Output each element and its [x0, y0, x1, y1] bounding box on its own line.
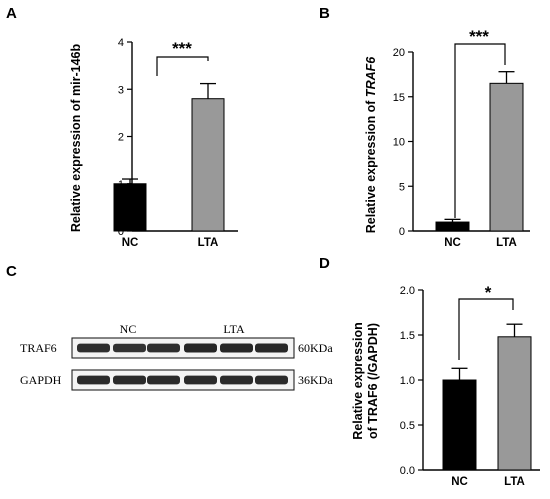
blot-group-label-lta: LTA	[223, 322, 245, 336]
category-label-nc: NC	[451, 476, 468, 488]
blot-band	[184, 375, 217, 385]
y-tick-label: 1.0	[400, 375, 415, 387]
y-axis-label: Relative expressionof TRAF6 (/GAPDH)	[351, 322, 380, 439]
blot-band	[77, 375, 110, 385]
blot-band	[147, 375, 180, 385]
significance-stars: ***	[469, 27, 489, 46]
blot-size-label-traf6: 60KDa	[298, 341, 333, 355]
blot-band	[77, 343, 110, 353]
y-tick-label: 15	[393, 92, 405, 104]
chart-panel-d: 0.0 0.5 1.0 1.5 2.0 NC LTA * Relative expression…	[351, 283, 540, 488]
y-tick-label: 2	[118, 132, 124, 144]
blot-band	[147, 343, 180, 353]
panel-letter-b: B	[319, 5, 330, 22]
blot-band	[255, 375, 288, 385]
y-tick-label: 4	[118, 37, 124, 49]
y-tick-label: 0	[399, 226, 405, 238]
blot-band	[113, 343, 146, 353]
y-tick-label: 0	[118, 226, 124, 238]
y-tick-label: 2.0	[400, 285, 415, 297]
y-tick-label: 10	[393, 137, 405, 149]
bar-lta	[191, 98, 225, 232]
significance-bracket	[458, 298, 514, 360]
blot-band	[184, 343, 217, 353]
chart-panel-b: 0 5 10 15 20 NC LTA *** Relative expression of T…	[364, 27, 530, 249]
bar-lta	[489, 82, 524, 232]
panel-letter-a: A	[6, 5, 17, 22]
blot-band	[255, 343, 288, 353]
y-axis-label: Relative expression of mir-146b	[69, 44, 83, 233]
blot-size-label-gapdh: 36KDa	[298, 373, 333, 387]
y-axis-label: Relative expression of TRAF6	[364, 56, 378, 233]
category-label-lta: LTA	[198, 237, 219, 249]
significance-bracket	[454, 43, 506, 218]
bar-nc	[435, 221, 470, 232]
y-tick-label: 1.5	[400, 330, 415, 342]
blot-strip-gapdh	[71, 369, 295, 391]
significance-stars: ***	[172, 39, 192, 58]
chart-panel-a: 01234NCLTA***Relative expression of mir-…	[69, 37, 238, 249]
y-tick-label: 3	[118, 84, 124, 96]
y-tick-label: 0.0	[400, 465, 415, 477]
blot-strip-traf6	[71, 337, 295, 359]
bar-nc	[113, 183, 147, 232]
category-label-nc: NC	[122, 237, 139, 249]
blot-band	[220, 375, 253, 385]
category-label-nc: NC	[444, 237, 461, 249]
significance-bracket	[156, 56, 209, 76]
bar-lta	[497, 336, 532, 471]
blot-group-label-nc: NC	[120, 322, 137, 336]
y-tick-label: 20	[393, 47, 405, 59]
y-tick-label: 5	[399, 181, 405, 193]
bar-nc	[442, 379, 477, 471]
blot-protein-label-traf6: TRAF6	[20, 341, 57, 355]
significance-stars: *	[485, 283, 492, 302]
panel-letter-d: D	[319, 255, 330, 272]
western-blot-panel-c: NC LTA TRAF6 60KDa GAPDH 36KDa	[20, 322, 333, 391]
blot-band	[113, 375, 146, 385]
panel-letter-c: C	[6, 263, 17, 280]
blot-protein-label-gapdh: GAPDH	[20, 373, 62, 387]
y-tick-label: 0.5	[400, 420, 415, 432]
category-label-lta: LTA	[496, 237, 517, 249]
category-label-lta: LTA	[504, 476, 525, 488]
blot-band	[220, 343, 253, 353]
